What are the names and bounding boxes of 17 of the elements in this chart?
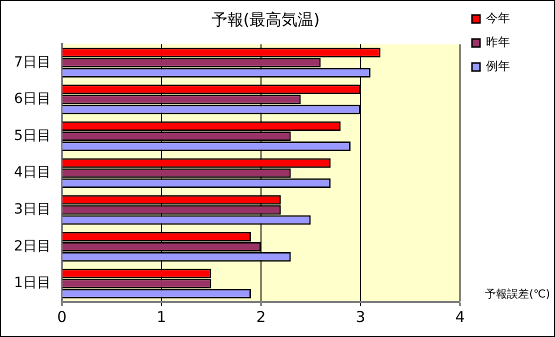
x-tick-label: 1 xyxy=(156,308,166,326)
y-tick-label: 4日目 xyxy=(14,164,51,181)
legend-label: 今年 xyxy=(486,11,510,26)
legend-label: 昨年 xyxy=(486,35,510,50)
legend-label: 例年 xyxy=(486,59,510,74)
chart-title: 予報(最高気温) xyxy=(211,10,320,29)
x-tick-label: 0 xyxy=(57,308,67,326)
x-tick-label: 3 xyxy=(356,308,366,326)
y-tick-label: 1日目 xyxy=(14,275,51,292)
x-tick-label: 4 xyxy=(455,308,465,326)
y-tick-label: 6日目 xyxy=(14,91,51,108)
y-tick-label: 5日目 xyxy=(14,128,51,144)
y-tick-label: 2日目 xyxy=(14,238,51,254)
y-tick-label: 3日目 xyxy=(14,202,51,218)
y-tick-label: 7日目 xyxy=(14,54,51,70)
x-tick-label: 2 xyxy=(256,308,266,326)
x-axis-title: 予報誤差(℃) xyxy=(485,287,550,300)
